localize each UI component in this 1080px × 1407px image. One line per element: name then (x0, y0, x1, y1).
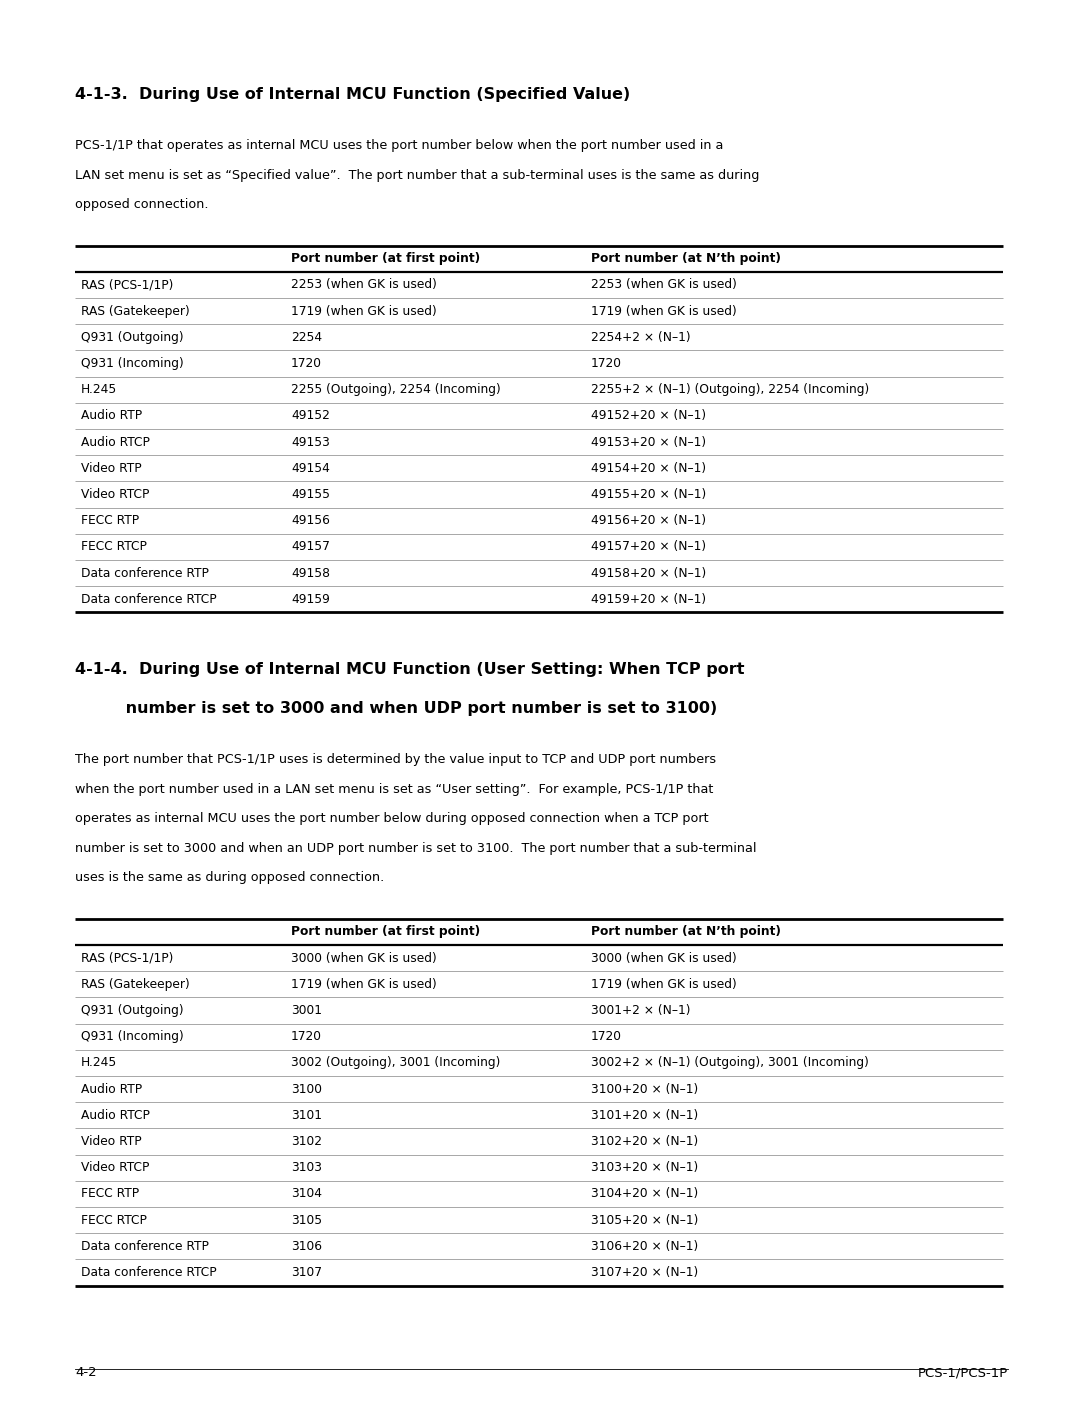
Text: 3107: 3107 (291, 1266, 322, 1279)
Text: 2253 (when GK is used): 2253 (when GK is used) (591, 279, 737, 291)
Text: 3000 (when GK is used): 3000 (when GK is used) (291, 951, 436, 965)
Text: 3104: 3104 (291, 1188, 322, 1200)
Text: FECC RTP: FECC RTP (81, 1188, 139, 1200)
Text: 49157: 49157 (291, 540, 329, 553)
Text: opposed connection.: opposed connection. (75, 198, 208, 211)
Text: Data conference RTCP: Data conference RTCP (81, 592, 217, 605)
Text: 3105+20 × (N–1): 3105+20 × (N–1) (591, 1214, 699, 1227)
Text: 3102: 3102 (291, 1135, 322, 1148)
Text: 4-2: 4-2 (75, 1366, 96, 1379)
Text: 49159+20 × (N–1): 49159+20 × (N–1) (591, 592, 706, 605)
Text: 49158: 49158 (291, 567, 330, 580)
Text: Data conference RTP: Data conference RTP (81, 567, 208, 580)
Text: 49153: 49153 (291, 436, 329, 449)
Text: 3106+20 × (N–1): 3106+20 × (N–1) (591, 1240, 699, 1252)
Text: Audio RTCP: Audio RTCP (81, 1109, 150, 1121)
Text: number is set to 3000 and when an UDP port number is set to 3100.  The port numb: number is set to 3000 and when an UDP po… (75, 841, 756, 855)
Text: 2255+2 × (N–1) (Outgoing), 2254 (Incoming): 2255+2 × (N–1) (Outgoing), 2254 (Incomin… (591, 383, 869, 397)
Text: FECC RTCP: FECC RTCP (81, 540, 147, 553)
Text: 3106: 3106 (291, 1240, 322, 1252)
Text: Audio RTP: Audio RTP (81, 409, 143, 422)
Text: RAS (PCS-1/1P): RAS (PCS-1/1P) (81, 951, 174, 965)
Text: Video RTCP: Video RTCP (81, 1161, 149, 1175)
Text: 3000 (when GK is used): 3000 (when GK is used) (591, 951, 737, 965)
Text: Data conference RTCP: Data conference RTCP (81, 1266, 217, 1279)
Text: 49154: 49154 (291, 461, 329, 474)
Text: 4-1-3.  During Use of Internal MCU Function (Specified Value): 4-1-3. During Use of Internal MCU Functi… (75, 87, 631, 101)
Text: Port number (at N’th point): Port number (at N’th point) (591, 926, 781, 938)
Text: 49152: 49152 (291, 409, 329, 422)
Text: Q931 (Incoming): Q931 (Incoming) (81, 1030, 184, 1043)
Text: 3102+20 × (N–1): 3102+20 × (N–1) (591, 1135, 699, 1148)
Text: RAS (PCS-1/1P): RAS (PCS-1/1P) (81, 279, 174, 291)
Text: 3101+20 × (N–1): 3101+20 × (N–1) (591, 1109, 699, 1121)
Text: Port number (at first point): Port number (at first point) (291, 926, 481, 938)
Text: FECC RTP: FECC RTP (81, 514, 139, 528)
Text: 3105: 3105 (291, 1214, 322, 1227)
Text: Q931 (Incoming): Q931 (Incoming) (81, 357, 184, 370)
Text: 3107+20 × (N–1): 3107+20 × (N–1) (591, 1266, 699, 1279)
Text: Data conference RTP: Data conference RTP (81, 1240, 208, 1252)
Text: 3002+2 × (N–1) (Outgoing), 3001 (Incoming): 3002+2 × (N–1) (Outgoing), 3001 (Incomin… (591, 1057, 869, 1069)
Text: 2254: 2254 (291, 331, 322, 343)
Text: operates as internal MCU uses the port number below during opposed connection wh: operates as internal MCU uses the port n… (75, 812, 708, 826)
Text: 49153+20 × (N–1): 49153+20 × (N–1) (591, 436, 706, 449)
Text: PCS-1/PCS-1P: PCS-1/PCS-1P (918, 1366, 1008, 1379)
Text: Video RTP: Video RTP (81, 461, 141, 474)
Text: when the port number used in a LAN set menu is set as “User setting”.  For examp: when the port number used in a LAN set m… (75, 782, 714, 796)
Text: 1720: 1720 (591, 357, 622, 370)
Text: 1719 (when GK is used): 1719 (when GK is used) (591, 978, 737, 991)
Text: 3103: 3103 (291, 1161, 322, 1175)
Text: 49154+20 × (N–1): 49154+20 × (N–1) (591, 461, 706, 474)
Text: 49156: 49156 (291, 514, 329, 528)
Text: Audio RTP: Audio RTP (81, 1082, 143, 1096)
Text: Video RTCP: Video RTCP (81, 488, 149, 501)
Text: 1720: 1720 (291, 1030, 322, 1043)
Text: Q931 (Outgoing): Q931 (Outgoing) (81, 1005, 184, 1017)
Text: LAN set menu is set as “Specified value”.  The port number that a sub-terminal u: LAN set menu is set as “Specified value”… (75, 169, 759, 182)
Text: 49156+20 × (N–1): 49156+20 × (N–1) (591, 514, 706, 528)
Text: 1719 (when GK is used): 1719 (when GK is used) (291, 304, 436, 318)
Text: RAS (Gatekeeper): RAS (Gatekeeper) (81, 304, 190, 318)
Text: 2254+2 × (N–1): 2254+2 × (N–1) (591, 331, 690, 343)
Text: 1720: 1720 (291, 357, 322, 370)
Text: FECC RTCP: FECC RTCP (81, 1214, 147, 1227)
Text: 3001+2 × (N–1): 3001+2 × (N–1) (591, 1005, 690, 1017)
Text: uses is the same as during opposed connection.: uses is the same as during opposed conne… (75, 871, 384, 885)
Text: 3104+20 × (N–1): 3104+20 × (N–1) (591, 1188, 699, 1200)
Text: 1719 (when GK is used): 1719 (when GK is used) (291, 978, 436, 991)
Text: 3103+20 × (N–1): 3103+20 × (N–1) (591, 1161, 699, 1175)
Text: 1719 (when GK is used): 1719 (when GK is used) (591, 304, 737, 318)
Text: PCS-1/1P that operates as internal MCU uses the port number below when the port : PCS-1/1P that operates as internal MCU u… (75, 139, 724, 152)
Text: number is set to 3000 and when UDP port number is set to 3100): number is set to 3000 and when UDP port … (75, 701, 717, 716)
Text: RAS (Gatekeeper): RAS (Gatekeeper) (81, 978, 190, 991)
Text: 49155: 49155 (291, 488, 330, 501)
Text: The port number that PCS-1/1P uses is determined by the value input to TCP and U: The port number that PCS-1/1P uses is de… (75, 753, 716, 767)
Text: 2255 (Outgoing), 2254 (Incoming): 2255 (Outgoing), 2254 (Incoming) (291, 383, 501, 397)
Text: Audio RTCP: Audio RTCP (81, 436, 150, 449)
Text: 49159: 49159 (291, 592, 329, 605)
Text: 4-1-4.  During Use of Internal MCU Function (User Setting: When TCP port: 4-1-4. During Use of Internal MCU Functi… (75, 663, 744, 677)
Text: 49158+20 × (N–1): 49158+20 × (N–1) (591, 567, 706, 580)
Text: 3101: 3101 (291, 1109, 322, 1121)
Text: 49152+20 × (N–1): 49152+20 × (N–1) (591, 409, 706, 422)
Text: Q931 (Outgoing): Q931 (Outgoing) (81, 331, 184, 343)
Text: 2253 (when GK is used): 2253 (when GK is used) (291, 279, 437, 291)
Text: 1720: 1720 (591, 1030, 622, 1043)
Text: 3100: 3100 (291, 1082, 322, 1096)
Text: 3100+20 × (N–1): 3100+20 × (N–1) (591, 1082, 699, 1096)
Text: 3002 (Outgoing), 3001 (Incoming): 3002 (Outgoing), 3001 (Incoming) (291, 1057, 500, 1069)
Text: Port number (at N’th point): Port number (at N’th point) (591, 252, 781, 265)
Text: Port number (at first point): Port number (at first point) (291, 252, 481, 265)
Text: 49157+20 × (N–1): 49157+20 × (N–1) (591, 540, 706, 553)
Text: 49155+20 × (N–1): 49155+20 × (N–1) (591, 488, 706, 501)
Text: H.245: H.245 (81, 1057, 118, 1069)
Text: 3001: 3001 (291, 1005, 322, 1017)
Text: Video RTP: Video RTP (81, 1135, 141, 1148)
Text: H.245: H.245 (81, 383, 118, 397)
